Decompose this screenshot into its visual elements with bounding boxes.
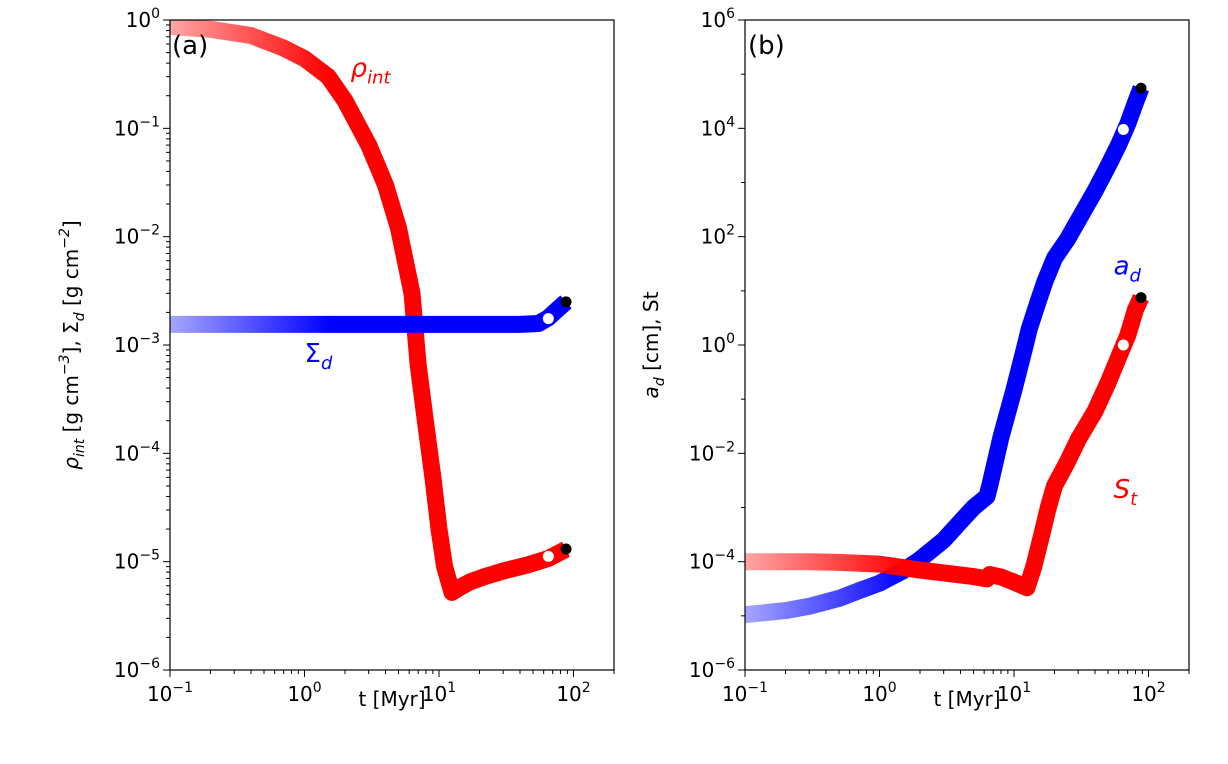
x-axis-label: t [Myr]: [358, 687, 425, 711]
y-tick-label: 10−4: [114, 439, 160, 465]
series-group: [170, 20, 572, 601]
series-annotation: ρint: [351, 54, 392, 89]
series-group: [745, 82, 1149, 624]
y-axis-label: ρint [g cm−3], Σd [g cm−2]: [57, 220, 88, 470]
y-tick-label: 104: [701, 114, 735, 140]
panel-label: (a): [172, 31, 208, 61]
x-tick-label: 102: [556, 680, 590, 706]
x-tick-label: 100: [287, 680, 321, 706]
x-tick-label: 10−1: [722, 680, 768, 706]
series-line-St: [745, 294, 1149, 597]
series-annotation: St: [1114, 475, 1139, 510]
x-axis: 10−1 100 101 102: [147, 670, 615, 706]
series-marker-end: [1135, 292, 1147, 304]
y-tick-label: 100: [126, 6, 160, 32]
y-tick-label: 10−6: [114, 656, 160, 682]
plot-area: [170, 20, 614, 670]
series-marker-end: [1135, 82, 1147, 94]
y-axis: 10−6 10−5 10−4 10−3 10−2 10−1 100: [114, 6, 170, 682]
y-tick-label: 10−2: [114, 223, 160, 249]
series-marker-mid: [542, 550, 554, 562]
y-axis-label: ad [cm], St: [639, 291, 668, 398]
y-tick-label: 10−4: [689, 548, 735, 574]
y-tick-label: 10−1: [114, 114, 160, 140]
x-tick-label: 10−1: [147, 680, 193, 706]
series-annotation: ad: [1114, 252, 1142, 287]
series-marker-end: [560, 296, 572, 308]
y-tick-label: 10−2: [689, 439, 735, 465]
series-line-ρint: [170, 20, 570, 601]
x-tick-label: 102: [1131, 680, 1165, 706]
y-tick-label: 10−6: [689, 656, 735, 682]
x-tick-label: 101: [422, 680, 456, 706]
series-line-ad: [745, 85, 1149, 624]
chart-panel-b: 10−1 100 101 102 10−6 10−4 10−2 100 102 104 106 t […: [639, 6, 1190, 711]
y-tick-label: 10−3: [114, 331, 160, 357]
x-axis-label: t [Myr]: [933, 687, 1000, 711]
x-tick-label: 100: [862, 680, 896, 706]
y-tick-label: 102: [701, 223, 735, 249]
series-annotation: Σd: [305, 339, 333, 374]
chart-panel-a: 10−1 100 101 102 10−6 10−5 10−4 10−3 10−2 10−1 100…: [57, 6, 615, 711]
panel-label: (b): [748, 31, 785, 61]
y-tick-label: 100: [701, 331, 735, 357]
y-axis: 10−6 10−4 10−2 100 102 104 106: [689, 6, 745, 682]
y-tick-label: 10−5: [114, 548, 160, 574]
series-marker-mid: [1117, 124, 1129, 136]
series-marker-mid: [542, 313, 554, 325]
x-axis: 10−1 100 101 102: [722, 670, 1190, 706]
series-marker-mid: [1117, 339, 1129, 351]
y-tick-label: 106: [701, 6, 735, 32]
x-tick-label: 101: [997, 680, 1031, 706]
series-marker-end: [560, 543, 572, 555]
series-line-Σd: [170, 295, 572, 333]
